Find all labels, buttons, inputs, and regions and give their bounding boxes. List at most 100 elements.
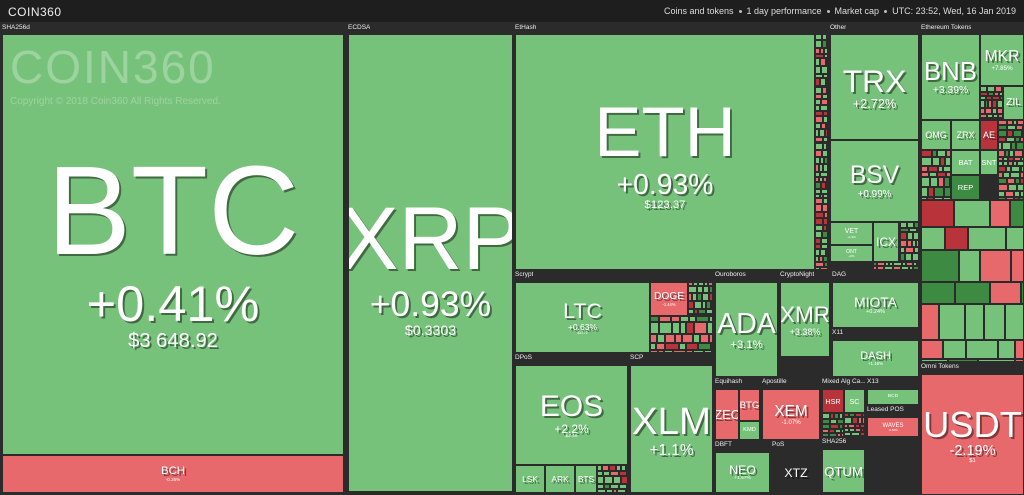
coin-tile[interactable]: XRP +0.93% $0.3303 — [348, 34, 513, 492]
coin-tile[interactable]: QTUM — [822, 449, 865, 493]
coin-tile[interactable]: ICX — [873, 222, 899, 262]
coin-symbol: ICX — [875, 235, 896, 250]
coin-tile[interactable]: ONT +6% — [830, 245, 873, 262]
filler-tile — [706, 322, 713, 335]
coin-tile[interactable]: LTC +0.63% $31.72 — [515, 282, 650, 353]
filler-tile — [841, 428, 844, 433]
coin-tile[interactable]: ETH +0.93% $123.37 — [515, 34, 815, 270]
coin-tile[interactable]: WAVES -0.84% — [867, 417, 919, 437]
coin-symbol: OMG — [925, 129, 947, 140]
coin-tile[interactable]: HSR — [822, 389, 844, 413]
coin-tile[interactable]: DOGE -1.44% — [650, 282, 688, 316]
filler-tile — [873, 266, 877, 270]
filter[interactable]: Market cap — [834, 6, 880, 16]
coin-tile[interactable]: BCH -0.25% — [2, 455, 344, 493]
coin-tile[interactable]: EOS +2.2% $2.46 — [515, 365, 628, 465]
filler-tile — [921, 196, 928, 200]
filler-tile — [829, 423, 839, 429]
filler-tile — [815, 86, 823, 94]
filler-tile — [815, 164, 820, 173]
filler-tile — [650, 316, 659, 323]
coin-tile[interactable]: KMD — [739, 421, 760, 440]
coin-tile[interactable]: BSV +0.99% — [830, 140, 919, 222]
coin-symbol: HSR — [825, 396, 841, 406]
coin-tile[interactable]: XLM +1.1% — [630, 365, 713, 493]
filler-tile — [884, 266, 893, 270]
coin-tile[interactable]: XMR +3.38% — [780, 282, 830, 357]
filler-tile — [616, 488, 626, 493]
filler-tile — [656, 343, 666, 350]
coin-tile[interactable]: MIOTA +0.24% — [832, 282, 919, 328]
coin-tile[interactable]: ZRX — [951, 120, 980, 150]
filler-tile — [820, 267, 828, 270]
coin-tile[interactable]: SC — [844, 389, 865, 413]
coin-tile[interactable]: SNT — [980, 150, 998, 175]
filler-tile — [695, 316, 710, 323]
coin-symbol: ZEC — [715, 406, 739, 422]
filler-tile — [693, 334, 700, 344]
logo[interactable]: COIN360 — [8, 5, 62, 19]
coin-tile[interactable]: DASH +1.16% — [832, 340, 919, 377]
coin-tile[interactable]: NEO +1.57% — [715, 452, 770, 493]
filler-tile — [944, 177, 950, 187]
filler-tile — [1002, 141, 1012, 151]
filler-tile — [902, 262, 906, 267]
filler-tile — [997, 339, 1015, 359]
filler-tile — [609, 484, 619, 489]
filler-tile — [821, 243, 828, 250]
filter[interactable]: Coins and tokens — [663, 6, 734, 16]
filler-tile — [992, 95, 1000, 101]
coin-tile[interactable]: OMG — [921, 120, 951, 150]
coin-symbol: MKR — [984, 48, 1020, 66]
filler-tile — [916, 262, 919, 267]
filler-tile — [610, 471, 620, 476]
group-name: Leased POS — [867, 406, 904, 413]
coin-tile[interactable]: BTC +0.41% $3 648.92 — [2, 34, 344, 455]
coin-change: +7.85% — [991, 64, 1013, 72]
filler-tile — [815, 249, 820, 256]
filler-tile — [603, 471, 611, 476]
filler-tile — [601, 465, 609, 472]
filler-tile — [597, 475, 605, 485]
filler-tile — [826, 123, 829, 129]
filler-tile — [1005, 191, 1015, 198]
coin-tile[interactable]: BTS — [575, 465, 597, 493]
filler-tile — [692, 282, 698, 287]
coin-symbol: EOS — [539, 390, 604, 424]
coin-price: $3 648.92 — [128, 329, 218, 352]
coin-tile[interactable]: ZEC — [715, 389, 739, 440]
filler-tile — [892, 266, 902, 270]
filler-tile — [815, 65, 821, 75]
filler-tile — [826, 34, 829, 40]
filler-tile — [688, 300, 694, 310]
coin-tile[interactable]: TRX +2.72% — [830, 34, 919, 140]
coin-tile[interactable]: REP — [951, 175, 980, 200]
coin-tile[interactable]: BAT — [951, 150, 980, 175]
coin-tile[interactable]: BCD — [867, 389, 919, 405]
coin-tile[interactable]: ZIL — [1003, 86, 1024, 120]
coin-tile[interactable]: ARK — [545, 465, 575, 493]
header-controls: Coins and tokens 1 day performance Marke… — [664, 6, 1016, 16]
coin-tile[interactable]: XEM -1.07% — [762, 389, 820, 440]
filter[interactable]: 1 day performance — [746, 6, 822, 16]
filler-tile — [954, 200, 991, 228]
coin-tile[interactable]: XTZ — [772, 452, 820, 493]
filler-tile — [998, 150, 1006, 157]
filler-tile — [852, 435, 859, 438]
filler-tile — [613, 475, 622, 485]
filler-tile — [1011, 249, 1024, 283]
filler-tile — [829, 419, 838, 424]
coin-tile[interactable]: USDT -2.19% $1 — [921, 374, 1024, 495]
filler-tile — [998, 120, 1008, 125]
coin-tile[interactable]: VET +1.9% — [830, 222, 873, 245]
coin-tile[interactable]: LSK — [515, 465, 545, 493]
filler-tile — [625, 488, 628, 493]
coin-tile[interactable]: MKR +7.85% — [980, 34, 1024, 86]
coin-tile[interactable]: BNB +3.39% — [921, 34, 980, 120]
filler-tile — [1002, 160, 1008, 167]
filler-tile — [815, 99, 822, 106]
coin-tile[interactable]: AE — [980, 120, 998, 150]
coin-change: +1.1% — [649, 441, 694, 459]
coin-tile[interactable]: ADA +3.1% — [715, 282, 778, 377]
coin-tile[interactable]: BTG — [739, 389, 760, 421]
